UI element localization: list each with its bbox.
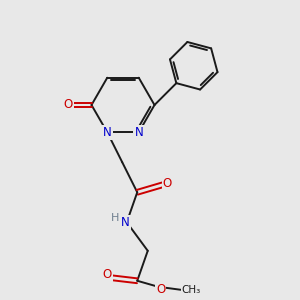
Text: CH₃: CH₃ [182, 285, 201, 295]
Text: O: O [156, 283, 165, 296]
Text: O: O [64, 98, 73, 112]
Text: O: O [163, 177, 172, 190]
Text: O: O [103, 268, 112, 281]
Text: H: H [111, 213, 119, 223]
Text: N: N [103, 126, 112, 139]
Text: N: N [121, 216, 130, 229]
Text: N: N [134, 126, 143, 139]
